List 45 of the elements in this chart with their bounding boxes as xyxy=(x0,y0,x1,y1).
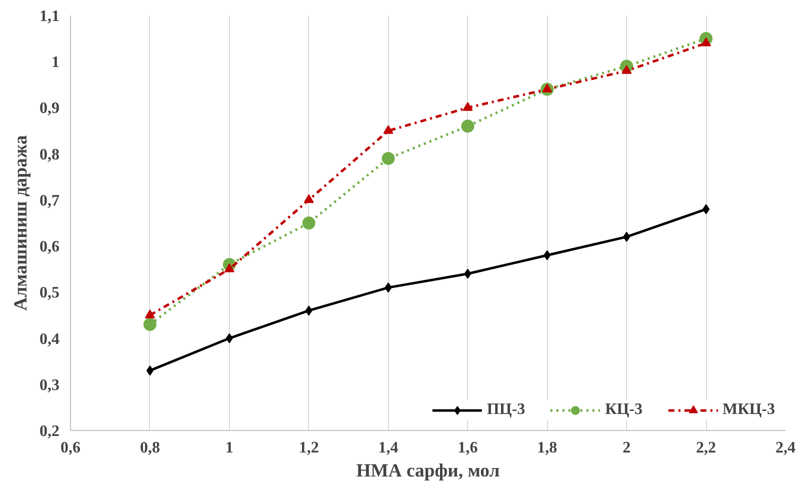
x-tick-label: 0,8 xyxy=(140,440,160,456)
legend-label: КЦ-3 xyxy=(605,401,643,419)
y-tick-label: 0,9 xyxy=(40,100,60,118)
x-tick-label: 2,2 xyxy=(696,440,716,456)
y-tick-label: 0,3 xyxy=(40,376,60,394)
y-tick-label: 0,7 xyxy=(40,192,60,210)
point xyxy=(305,306,312,316)
point xyxy=(384,282,392,293)
point xyxy=(701,37,712,46)
x-tick-label: 1,2 xyxy=(298,440,319,456)
x-tick-label: 2,4 xyxy=(776,440,796,456)
point xyxy=(143,318,156,331)
point xyxy=(146,366,154,376)
point xyxy=(623,232,630,242)
point xyxy=(383,125,394,134)
x-tick-label: 0,6 xyxy=(60,440,80,456)
y-axis-title: Алмашиниш даража xyxy=(10,134,32,311)
y-tick-label: 1,1 xyxy=(40,8,60,25)
point xyxy=(224,263,234,272)
y-tick-label: 0,6 xyxy=(40,238,60,256)
y-tick-label: 1 xyxy=(52,54,60,72)
point xyxy=(464,268,472,279)
x-axis-title: НМА сарфи, мол xyxy=(356,460,500,482)
x-tick-label: 1,4 xyxy=(378,440,398,456)
point xyxy=(462,102,473,111)
y-tick-label: 0,5 xyxy=(40,284,60,302)
x-tick-label: 1,6 xyxy=(458,440,478,456)
legend-label: ПЦ-3 xyxy=(486,401,526,419)
point xyxy=(542,84,552,92)
point xyxy=(302,216,316,230)
y-tick-label: 0,4 xyxy=(40,330,60,348)
y-tick-label: 0,2 xyxy=(40,423,60,440)
point xyxy=(144,310,155,318)
point xyxy=(702,204,710,214)
point xyxy=(226,333,233,344)
x-tick-label: 1,8 xyxy=(537,440,558,456)
x-tick-label: 2 xyxy=(622,440,631,456)
y-tick-label: 0,8 xyxy=(40,146,60,164)
point xyxy=(461,120,474,133)
point xyxy=(304,194,314,204)
point xyxy=(622,65,632,74)
point xyxy=(382,152,395,165)
legend-label: МКЦ-3 xyxy=(722,401,775,419)
point xyxy=(544,250,551,260)
x-tick-label: 1 xyxy=(225,440,234,456)
